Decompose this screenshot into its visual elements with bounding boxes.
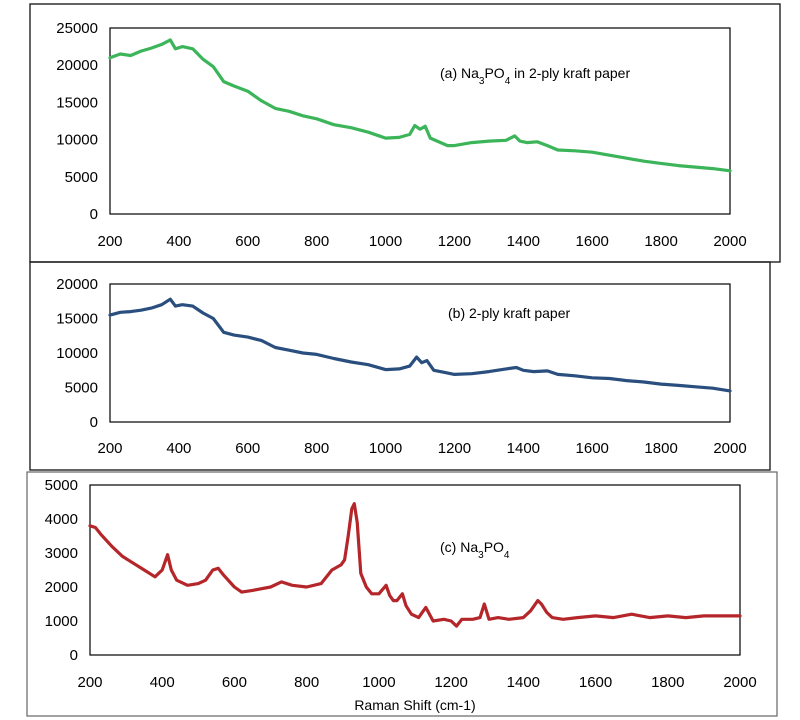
panel-a-y-tick-label-1: 5000 <box>65 169 98 186</box>
panel-c-x-tick-label-8: 1800 <box>651 674 684 691</box>
panel-a-x-tick-label-3: 800 <box>304 233 329 250</box>
panel-c-x-ticks: 200 400 600 800 1000 1200 1400 1600 1800 2000 <box>77 674 756 691</box>
panel-b: 0 5000 10000 15000 20000 200 400 600 800 1000 120… <box>29 261 771 471</box>
panel-b-x-tick-label-5: 1200 <box>438 440 471 457</box>
panel-b-y-tick-label-4: 20000 <box>56 276 98 293</box>
panel-c-y-tick-label-2: 2000 <box>45 579 78 596</box>
panel-b-annotation: (b) 2-ply kraft paper <box>448 305 570 321</box>
panel-a: 0 5000 10000 15000 20000 25000 200 400 600 800 10… <box>29 3 781 263</box>
panel-a-x-tick-label-5: 1200 <box>438 233 471 250</box>
panel-b-x-tick-label-6: 1400 <box>507 440 540 457</box>
panel-c-x-tick-label-9: 2000 <box>723 674 756 691</box>
panel-a-y-tick-label-5: 25000 <box>56 20 98 37</box>
panel-c-y-tick-label-0: 0 <box>70 647 78 664</box>
panel-b-x-tick-label-4: 1000 <box>369 440 402 457</box>
panel-c-spectrum-line <box>88 502 742 628</box>
panel-b-x-tick-label-0: 200 <box>97 440 122 457</box>
panel-a-annotation: (a) Na3PO4 in 2-ply kraft paper <box>440 65 630 87</box>
panel-c-x-tick-label-2: 600 <box>222 674 247 691</box>
panel-a-y-ticks: 0 5000 10000 15000 20000 25000 <box>56 20 98 223</box>
panel-b-y-tick-label-2: 10000 <box>56 345 98 362</box>
panel-a-y-tick-label-3: 15000 <box>56 94 98 111</box>
panel-c-x-tick-label-4: 1000 <box>362 674 395 691</box>
panel-b-x-tick-label-8: 1800 <box>644 440 677 457</box>
panel-a-x-tick-label-8: 1800 <box>644 233 677 250</box>
panel-c-x-tick-label-3: 800 <box>294 674 319 691</box>
panel-a-x-tick-label-7: 1600 <box>576 233 609 250</box>
panel-b-plot-area <box>109 283 731 423</box>
panel-a-y-tick-label-2: 10000 <box>56 132 98 149</box>
panel-a-x-tick-label-2: 600 <box>235 233 260 250</box>
panel-a-x-tick-label-0: 200 <box>97 233 122 250</box>
panel-a-y-tick-label-4: 20000 <box>56 57 98 74</box>
panel-c-y-ticks: 0 1000 2000 3000 4000 5000 <box>45 477 78 664</box>
panel-b-x-tick-label-9: 2000 <box>713 440 746 457</box>
panel-c: 0 1000 2000 3000 4000 5000 200 400 600 800 1000 12… <box>26 471 778 717</box>
panel-a-y-tick-label-0: 0 <box>90 206 98 223</box>
panel-c-x-tick-label-0: 200 <box>77 674 102 691</box>
panel-c-x-tick-label-1: 400 <box>150 674 175 691</box>
panel-b-x-tick-label-1: 400 <box>166 440 191 457</box>
panel-c-x-axis-label: Raman Shift (cm-1) <box>354 697 475 713</box>
panel-a-x-tick-label-6: 1400 <box>507 233 540 250</box>
panel-b-y-tick-label-3: 15000 <box>56 311 98 328</box>
panel-a-x-ticks: 200 400 600 800 1000 1200 1400 1600 1800 2000 <box>97 233 746 250</box>
panel-b-spectrum-line <box>108 297 732 393</box>
panel-a-x-tick-label-4: 1000 <box>369 233 402 250</box>
panel-b-x-tick-label-7: 1600 <box>576 440 609 457</box>
panel-b-y-ticks: 0 5000 10000 15000 20000 <box>56 276 98 431</box>
panel-c-y-tick-label-4: 4000 <box>45 511 78 528</box>
panel-c-y-tick-label-5: 5000 <box>45 477 78 494</box>
panel-b-x-tick-label-2: 600 <box>235 440 260 457</box>
panel-b-x-tick-label-3: 800 <box>304 440 329 457</box>
panel-c-x-tick-label-6: 1400 <box>507 674 540 691</box>
panel-a-x-tick-label-9: 2000 <box>713 233 746 250</box>
panel-c-frame <box>26 471 778 717</box>
panel-a-spectrum-line <box>108 38 732 173</box>
panel-c-x-tick-label-5: 1200 <box>434 674 467 691</box>
panel-c-annotation: (c) Na3PO4 <box>440 539 510 561</box>
panel-b-frame <box>29 261 771 471</box>
panel-c-plot-area <box>89 484 741 656</box>
panel-c-y-tick-label-1: 1000 <box>45 613 78 630</box>
panel-a-plot-area <box>109 27 731 215</box>
panel-b-y-tick-label-1: 5000 <box>65 380 98 397</box>
panel-c-y-tick-label-3: 3000 <box>45 545 78 562</box>
panel-b-y-tick-label-0: 0 <box>90 414 98 431</box>
panel-a-x-tick-label-1: 400 <box>166 233 191 250</box>
panel-b-x-ticks: 200 400 600 800 1000 1200 1400 1600 1800 2000 <box>97 440 746 457</box>
panel-c-x-tick-label-7: 1600 <box>579 674 612 691</box>
